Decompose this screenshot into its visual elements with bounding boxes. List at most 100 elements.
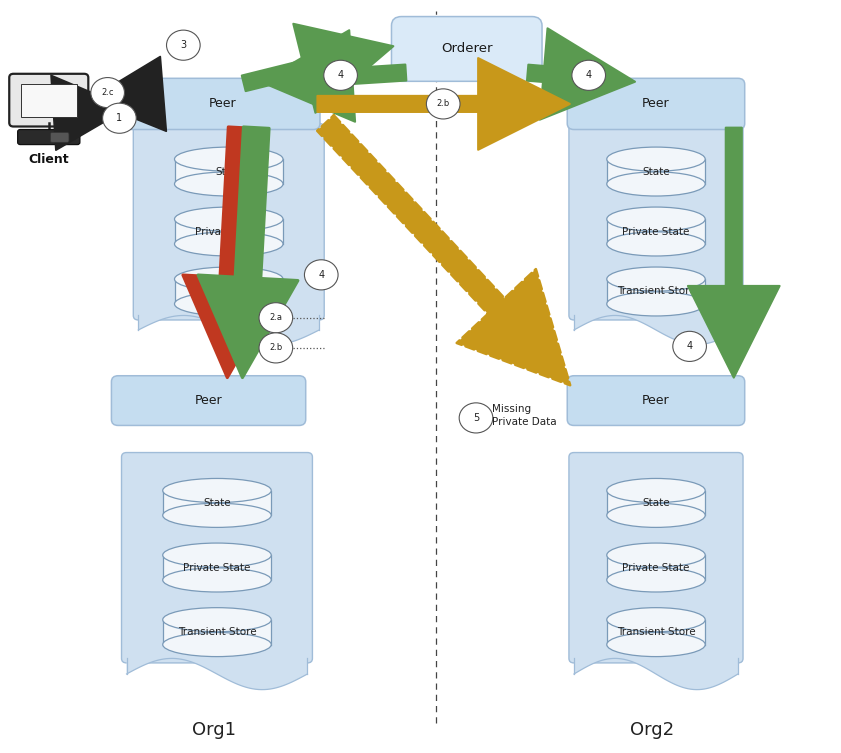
Ellipse shape: [607, 633, 705, 657]
Polygon shape: [127, 658, 307, 690]
Text: Transient Store: Transient Store: [616, 627, 696, 637]
Text: Private State: Private State: [195, 227, 262, 236]
FancyArrowPatch shape: [688, 128, 780, 377]
Ellipse shape: [174, 267, 283, 291]
FancyBboxPatch shape: [162, 490, 271, 515]
FancyBboxPatch shape: [391, 17, 542, 81]
Circle shape: [304, 260, 338, 290]
Ellipse shape: [607, 543, 705, 567]
Ellipse shape: [607, 503, 705, 527]
FancyArrowPatch shape: [317, 115, 570, 386]
FancyArrowPatch shape: [51, 75, 129, 150]
FancyBboxPatch shape: [607, 555, 705, 580]
FancyBboxPatch shape: [50, 133, 69, 142]
Text: Orderer: Orderer: [441, 42, 493, 56]
FancyBboxPatch shape: [111, 376, 306, 425]
Text: State: State: [204, 498, 230, 508]
Circle shape: [259, 303, 293, 333]
Ellipse shape: [607, 207, 705, 231]
FancyArrowPatch shape: [261, 30, 406, 122]
Text: Transient Store: Transient Store: [189, 286, 268, 297]
FancyBboxPatch shape: [175, 159, 283, 184]
FancyBboxPatch shape: [569, 453, 743, 663]
FancyBboxPatch shape: [175, 279, 283, 304]
Text: Transient Store: Transient Store: [616, 286, 696, 297]
Text: 2.b: 2.b: [269, 343, 283, 352]
FancyBboxPatch shape: [569, 123, 743, 320]
FancyArrowPatch shape: [182, 127, 283, 377]
Polygon shape: [139, 316, 319, 345]
FancyBboxPatch shape: [9, 74, 88, 127]
Text: 5: 5: [473, 413, 479, 423]
Circle shape: [259, 333, 293, 363]
Text: 4: 4: [686, 341, 693, 352]
Text: Client: Client: [29, 153, 69, 166]
Ellipse shape: [162, 608, 271, 632]
Polygon shape: [574, 658, 738, 690]
FancyBboxPatch shape: [126, 78, 320, 130]
FancyArrowPatch shape: [317, 58, 570, 150]
FancyArrowPatch shape: [242, 24, 394, 113]
Text: Peer: Peer: [643, 394, 669, 407]
Ellipse shape: [607, 267, 705, 291]
FancyBboxPatch shape: [122, 453, 313, 663]
Text: Org1: Org1: [193, 721, 236, 739]
Ellipse shape: [162, 633, 271, 657]
Circle shape: [167, 30, 200, 60]
Circle shape: [426, 89, 460, 119]
Ellipse shape: [174, 232, 283, 256]
FancyBboxPatch shape: [175, 219, 283, 244]
Text: Peer: Peer: [209, 97, 236, 111]
Ellipse shape: [607, 232, 705, 256]
Text: 2.c: 2.c: [102, 88, 114, 97]
Ellipse shape: [174, 292, 283, 316]
Ellipse shape: [607, 568, 705, 592]
Ellipse shape: [174, 207, 283, 231]
Text: Private State: Private State: [622, 227, 690, 236]
FancyBboxPatch shape: [607, 279, 705, 304]
Text: Peer: Peer: [195, 394, 222, 407]
Text: State: State: [643, 498, 669, 508]
Text: State: State: [215, 166, 242, 176]
Circle shape: [103, 103, 136, 133]
Circle shape: [572, 60, 606, 90]
Ellipse shape: [607, 608, 705, 632]
Ellipse shape: [162, 478, 271, 502]
Ellipse shape: [162, 503, 271, 527]
Ellipse shape: [174, 172, 283, 196]
Text: Transient Store: Transient Store: [177, 627, 257, 637]
Text: 2.b: 2.b: [436, 99, 450, 108]
FancyBboxPatch shape: [18, 130, 80, 145]
Circle shape: [673, 331, 706, 361]
FancyBboxPatch shape: [21, 84, 77, 117]
FancyBboxPatch shape: [607, 159, 705, 184]
FancyArrowPatch shape: [527, 29, 635, 120]
FancyBboxPatch shape: [607, 620, 705, 645]
FancyArrowPatch shape: [88, 56, 167, 131]
Text: 4: 4: [585, 70, 592, 81]
Ellipse shape: [607, 478, 705, 502]
Circle shape: [91, 78, 124, 108]
Circle shape: [324, 60, 357, 90]
Text: Org2: Org2: [630, 721, 674, 739]
Text: Peer: Peer: [643, 97, 669, 111]
FancyArrowPatch shape: [198, 127, 298, 377]
Text: 4: 4: [318, 270, 325, 280]
Text: 2.a: 2.a: [269, 313, 283, 322]
FancyBboxPatch shape: [607, 490, 705, 515]
Ellipse shape: [174, 147, 283, 171]
FancyBboxPatch shape: [567, 376, 744, 425]
Text: Private State: Private State: [183, 562, 251, 572]
FancyBboxPatch shape: [133, 123, 325, 320]
Circle shape: [459, 403, 493, 433]
Text: Private State: Private State: [622, 562, 690, 572]
Ellipse shape: [162, 543, 271, 567]
Ellipse shape: [607, 172, 705, 196]
FancyBboxPatch shape: [162, 620, 271, 645]
FancyBboxPatch shape: [162, 555, 271, 580]
Text: 4: 4: [337, 70, 344, 81]
Ellipse shape: [162, 568, 271, 592]
Text: 3: 3: [180, 40, 187, 50]
Ellipse shape: [607, 147, 705, 171]
Text: State: State: [643, 166, 669, 176]
